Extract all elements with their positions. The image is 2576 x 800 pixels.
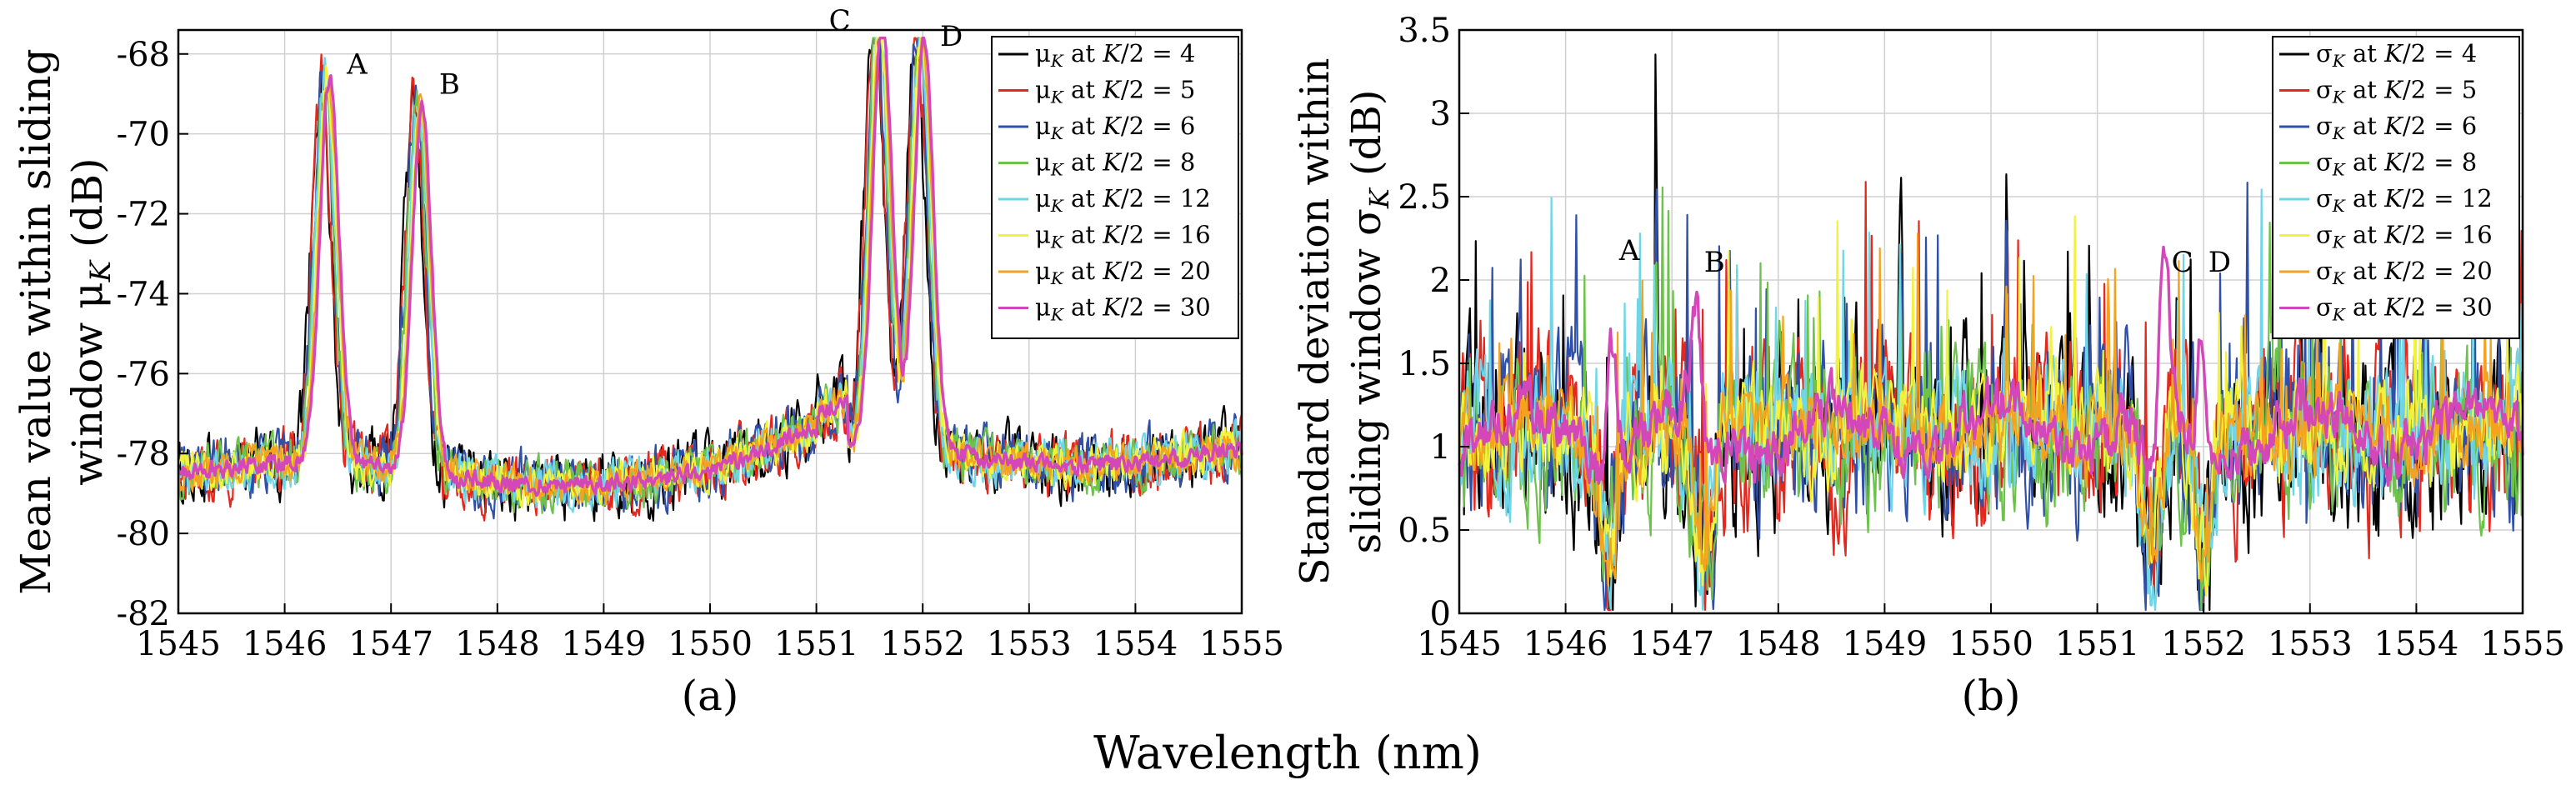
panel-a-xtick-label: 1555	[1199, 625, 1284, 663]
panel-a-ytick-label: -70	[117, 116, 170, 154]
panel-b-ytick-label: 2	[1430, 262, 1451, 300]
panel-b-ylabel-line1: Standard deviation within	[1292, 58, 1338, 586]
panel-a-ytick-label: -76	[117, 355, 170, 393]
panel-a-xtick-label: 1548	[455, 625, 540, 663]
panel-a-ylabel-line1: Mean value within sliding	[12, 48, 60, 594]
panel-b-legend-entry-16: σK at K/2 = 16	[2316, 221, 2493, 252]
panel-a-xtick-label: 1553	[987, 625, 1072, 663]
panel-a-label: (a)	[682, 672, 739, 720]
panel-b-xtick-label: 1549	[1843, 625, 1928, 663]
panel-a-annotation-D: D	[940, 20, 963, 53]
panel-b-annotation-C: C	[2172, 246, 2193, 279]
panel-a-legend-entry-5: μK at K/2 = 5	[1035, 76, 1195, 108]
panel-a-ytick-label: -74	[117, 275, 170, 313]
panel-b-annotation-A: A	[1618, 234, 1640, 268]
panel-b-xtick-label: 1550	[1948, 625, 2033, 663]
panel-a-legend-entry-12: μK at K/2 = 12	[1035, 184, 1211, 216]
shared-xlabel: Wavelength (nm)	[1093, 727, 1482, 779]
panel-a-ytick-label: -78	[117, 435, 170, 473]
panel-b-series-line-16	[1458, 195, 2524, 598]
panel-b-xtick-label: 1555	[2480, 625, 2565, 663]
panel-b: 1545 1546 1547 1548 1549 1550 1551 1552 1553 1554…	[1292, 12, 2565, 720]
panel-a-annotations: A B C D	[346, 4, 963, 102]
panel-b-legend-entry-8: σK at K/2 = 8	[2316, 148, 2477, 180]
panel-b-ylabel-sub: K	[1363, 187, 1395, 209]
panel-b-legend-entry-5: σK at K/2 = 5	[2316, 76, 2477, 108]
panel-a-xtick-label: 1550	[668, 625, 753, 663]
panel-a-series-line-20	[177, 37, 1243, 506]
panel-b-ytick-label: 1	[1430, 428, 1451, 467]
panel-b-xtick-label: 1547	[1629, 625, 1714, 663]
panel-b-xtick-label: 1553	[2268, 625, 2353, 663]
panel-b-annotation-D: D	[2208, 246, 2231, 279]
panel-a-xtick-label: 1545	[136, 625, 221, 663]
panel-a-ytick-label: -72	[117, 196, 170, 234]
panel-a-ytick-label: -80	[117, 515, 170, 553]
panel-b-legend-box	[2272, 36, 2520, 339]
panel-a-annotation-B: B	[439, 68, 460, 102]
panel-a-ylabel: Mean value within sliding	[12, 48, 60, 594]
panel-a-annotation-C: C	[829, 4, 851, 38]
panel-a-xtick-label: 1546	[243, 625, 328, 663]
panel-a-annotation-A: A	[346, 48, 368, 82]
panel-b-ticks: 1545 1546 1547 1548 1549 1550 1551 1552 1553 1554…	[1398, 12, 2565, 663]
panel-a-ytick-label: -68	[117, 36, 170, 74]
panel-b-ytick-label: 3	[1430, 95, 1451, 133]
panel-b-series-line-20	[1458, 232, 2524, 587]
panel-a-ylabel-unit: (dB)	[63, 158, 112, 261]
panel-a-xtick-label: 1547	[348, 625, 433, 663]
panel-b-series-line-30	[1458, 245, 2524, 488]
panel-a-series-line-30	[177, 36, 1243, 498]
panel-a-legend-entry-20: μK at K/2 = 20	[1035, 257, 1211, 288]
panel-a-xtick-label: 1554	[1093, 625, 1178, 663]
panel-a-legend-entry-4: μK at K/2 = 4	[1035, 39, 1195, 71]
panel-b-xtick-label: 1546	[1523, 625, 1608, 663]
panel-b-legend: σK at K/2 = 4 σK at K/2 = 5 σK at K/2 = 6 σ…	[2272, 36, 2520, 339]
panel-a-legend: μK at K/2 = 4 μK at K/2 = 5 μK at K/2 = 6 μ…	[991, 36, 1239, 339]
panel-b-legend-entry-30: σK at K/2 = 30	[2316, 293, 2493, 325]
panel-a-ticks: 1545 1546 1547 1548 1549 1550 1551 1552 1553 1554…	[117, 36, 1284, 663]
panel-b-xtick-label: 1552	[2161, 625, 2246, 663]
panel-b-ylabel-line2: sliding window σ	[1343, 208, 1390, 553]
panel-b-label: (b)	[1961, 672, 2020, 720]
panel-b-ytick-label: 1.5	[1398, 345, 1451, 383]
panel-b-xtick-label: 1548	[1736, 625, 1821, 663]
panel-b-ylabel-2: sliding window σK (dB)	[1343, 89, 1395, 553]
panel-a: 1545 1546 1547 1548 1549 1550 1551 1552 1553 1554…	[12, 4, 1284, 720]
panel-b-legend-entry-20: σK at K/2 = 20	[2316, 257, 2493, 288]
panel-a-ytick-label: -82	[117, 595, 170, 633]
panel-a-legend-entry-16: μK at K/2 = 16	[1035, 221, 1211, 252]
panel-b-annotation-B: B	[1704, 246, 1725, 279]
panel-b-ylabel-unit: (dB)	[1343, 89, 1390, 188]
panel-a-ylabel-2: window μK (dB)	[63, 158, 118, 485]
panel-b-ytick-label: 2.5	[1398, 178, 1451, 217]
panel-b-ytick-label: 0.5	[1398, 512, 1451, 550]
panel-b-xtick-label: 1545	[1417, 625, 1502, 663]
panel-a-ylabel-line2: window μ	[63, 282, 112, 485]
panel-a-xtick-label: 1551	[774, 625, 859, 663]
panel-b-ylabel: Standard deviation within	[1292, 58, 1338, 586]
panel-b-ytick-label: 0	[1430, 595, 1451, 633]
panel-a-legend-entry-6: μK at K/2 = 6	[1035, 112, 1195, 143]
panel-b-legend-entry-6: σK at K/2 = 6	[2316, 112, 2477, 143]
panel-b-xtick-label: 1551	[2055, 625, 2140, 663]
panel-a-series	[177, 36, 1243, 522]
panel-b-legend-entry-12: σK at K/2 = 12	[2316, 184, 2493, 216]
panel-a-xtick-label: 1552	[880, 625, 965, 663]
panel-b-xtick-label: 1554	[2374, 625, 2459, 663]
panel-a-ylabel-sub: K	[84, 258, 118, 282]
panel-a-legend-box	[991, 36, 1239, 339]
panel-b-ytick-label: 3.5	[1398, 12, 1451, 50]
panel-b-series	[1458, 53, 2524, 612]
panel-b-legend-entry-4: σK at K/2 = 4	[2316, 39, 2477, 71]
panel-a-legend-entry-8: μK at K/2 = 8	[1035, 148, 1195, 180]
panel-a-legend-entry-30: μK at K/2 = 30	[1035, 293, 1211, 325]
panel-a-xtick-label: 1549	[562, 625, 647, 663]
